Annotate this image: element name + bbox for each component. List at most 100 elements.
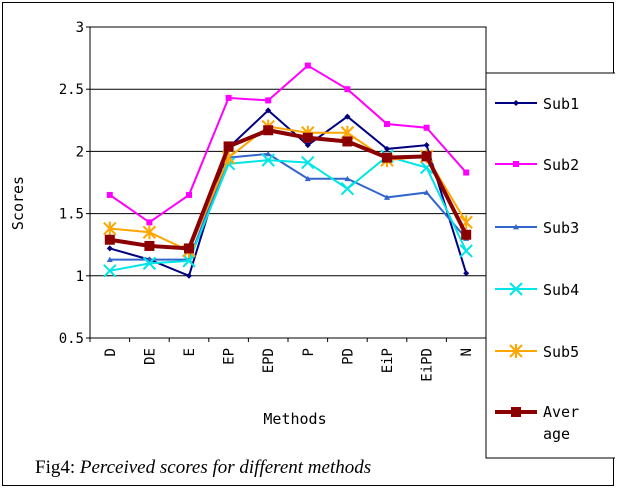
series-sub2 <box>106 62 470 226</box>
series-line <box>109 125 468 253</box>
legend-item-sub3: Sub3 <box>495 219 579 237</box>
legend-box <box>485 72 615 459</box>
x-tick-label: E <box>182 348 198 356</box>
series-line <box>109 64 467 224</box>
figure-frame: 0.5 1 1.5 2 2.5 3 D DE E EP EPD P PD EiP EiPD N Scores… <box>2 2 615 486</box>
data-point <box>265 150 272 157</box>
marker-stroke <box>142 256 157 271</box>
legend-label: Sub3 <box>543 219 579 237</box>
data-point <box>103 221 117 236</box>
x-tick-label: EiP <box>380 348 396 373</box>
y-tick-label: 2.5 <box>59 82 84 98</box>
marker-stroke <box>459 244 473 258</box>
data-point <box>186 272 192 279</box>
y-tick-label: 0.5 <box>59 331 84 347</box>
data-point <box>384 145 390 152</box>
data-point <box>225 94 232 101</box>
data-point <box>463 270 470 277</box>
data-point <box>263 125 274 136</box>
data-point <box>103 264 117 278</box>
x-tick-label: P <box>301 348 317 356</box>
x-tick-label: EiPD <box>420 348 436 382</box>
x-tick-label: N <box>459 348 475 356</box>
marker-stroke <box>261 153 275 167</box>
data-point <box>304 175 311 182</box>
series-line <box>109 155 468 272</box>
data-point <box>509 282 523 296</box>
data-point <box>342 136 353 147</box>
data-point <box>340 182 355 196</box>
legend-item-sub2: Sub2 <box>495 156 579 174</box>
series-line <box>109 128 468 251</box>
data-point <box>344 86 351 93</box>
data-point <box>511 407 521 417</box>
legend-item-sub4: Sub4 <box>495 281 579 299</box>
data-point <box>144 240 155 251</box>
data-point <box>423 124 430 131</box>
data-point <box>223 141 234 152</box>
data-point <box>106 256 113 263</box>
data-point <box>304 62 311 69</box>
grid-lines <box>89 26 487 339</box>
series-line <box>109 108 468 278</box>
y-axis-title: Scores <box>9 176 27 230</box>
legend-label: Aver <box>543 403 579 421</box>
caption-text: Perceived scores for different methods <box>79 457 372 478</box>
caption-label: Fig4: <box>35 457 76 478</box>
data-point <box>186 191 192 198</box>
marker-stroke <box>103 264 117 278</box>
data-point <box>463 169 470 176</box>
legend-label: Sub4 <box>543 281 579 299</box>
x-tick-label: EPD <box>261 348 277 373</box>
plot-border <box>89 26 487 339</box>
data-point <box>301 155 315 170</box>
data-point <box>513 161 519 167</box>
y-tick-label: 3 <box>76 20 84 36</box>
y-tick-label: 1.5 <box>59 207 84 223</box>
data-point <box>302 132 313 143</box>
y-tick-label: 1 <box>76 269 84 285</box>
legend-label: Sub1 <box>543 95 579 113</box>
x-axis-title: Methods <box>263 410 326 428</box>
legend-item-sub1: Sub1 <box>495 95 579 113</box>
data-point <box>106 191 113 198</box>
series-sub5 <box>103 119 473 258</box>
data-point <box>142 256 157 271</box>
data-point <box>459 244 473 258</box>
marker-stroke <box>340 182 355 196</box>
data-point <box>513 224 519 230</box>
legend-item-sub5: Sub5 <box>495 343 579 361</box>
data-point <box>384 194 390 200</box>
data-point <box>146 219 153 226</box>
data-point <box>509 344 523 358</box>
marker-stroke <box>301 155 315 170</box>
data-point <box>384 121 390 128</box>
y-tick-label: 2 <box>76 144 84 160</box>
marker-stroke <box>182 254 196 268</box>
data-point <box>344 175 351 182</box>
marker-stroke <box>509 282 523 296</box>
y-axis-ticks: 0.5 1 1.5 2 2.5 3 <box>59 20 90 347</box>
data-point <box>382 152 392 163</box>
legend-label: Sub2 <box>543 156 579 174</box>
data-point <box>423 189 430 195</box>
legend: Sub1 Sub2 Sub3 Sub4 Sub5 Aver age <box>485 72 615 459</box>
x-tick-label: D <box>103 348 119 356</box>
x-axis-ticks: D DE E EP EPD P PD EiP EiPD N <box>89 338 487 382</box>
legend-label: Sub5 <box>543 343 579 361</box>
legend-item-average: Aver age <box>495 403 579 443</box>
series-average <box>104 125 472 254</box>
data-point <box>142 225 157 240</box>
x-tick-label: DE <box>142 348 158 365</box>
data-point <box>182 254 196 268</box>
data-point <box>304 142 311 149</box>
series-lines <box>103 62 473 279</box>
x-tick-label: EP <box>222 348 238 365</box>
data-point <box>104 234 115 245</box>
figure-caption: Fig4: Perceived scores for different met… <box>35 457 371 479</box>
data-point <box>106 245 113 252</box>
data-point <box>461 229 472 240</box>
data-point <box>513 100 519 106</box>
data-point <box>261 153 275 167</box>
data-point <box>184 243 194 254</box>
